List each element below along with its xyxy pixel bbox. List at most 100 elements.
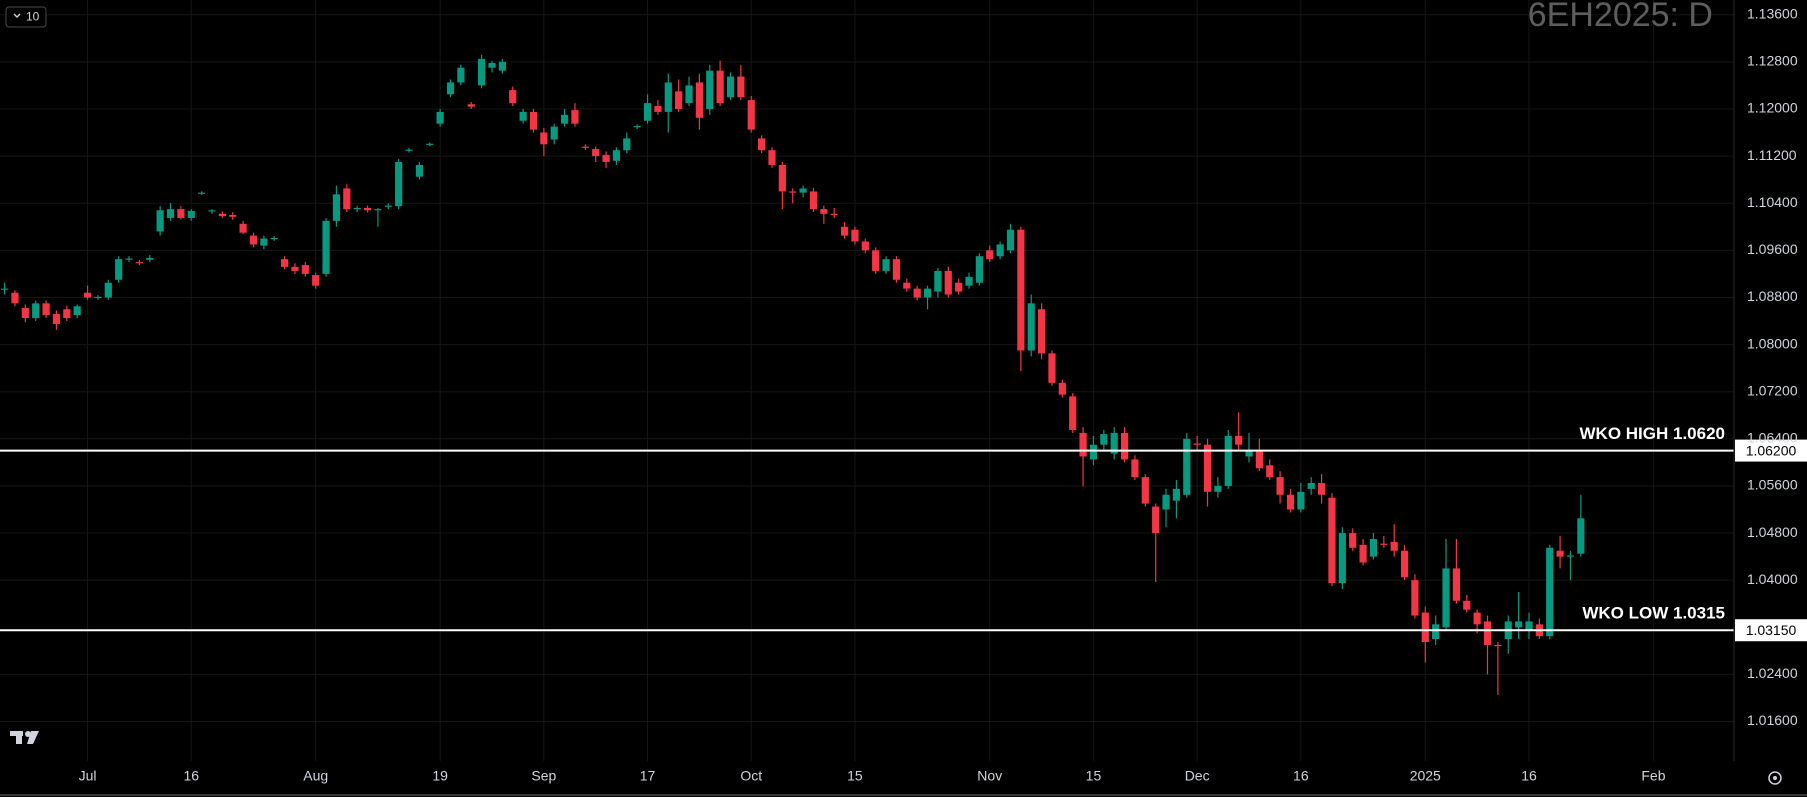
candle-body — [903, 282, 911, 289]
gear[interactable] — [1768, 771, 1782, 785]
candle-body — [706, 70, 714, 109]
candle-body — [332, 194, 341, 221]
candle-body — [643, 103, 652, 121]
candle-body — [312, 275, 320, 286]
candle-body — [1494, 644, 1502, 647]
y-tick-label: 1.06400 — [1747, 430, 1798, 446]
candle-body — [840, 226, 849, 236]
price-tag — [1735, 439, 1807, 462]
candle-body — [1141, 477, 1149, 504]
x-tick-label: Aug — [303, 768, 328, 784]
candle-body — [1566, 555, 1575, 557]
candle-body — [1328, 497, 1336, 584]
x-tick-label: 2025 — [1410, 768, 1441, 784]
candle-body — [820, 209, 828, 214]
badge-box[interactable] — [5, 6, 47, 28]
candle-body — [944, 270, 952, 295]
candle-body — [1349, 533, 1357, 548]
tradingview-logo[interactable] — [10, 731, 39, 744]
candle-body — [1193, 443, 1201, 445]
y-tick-label: 1.01600 — [1747, 712, 1798, 728]
x-tick-label: Sep — [531, 768, 556, 784]
candle-body — [166, 209, 175, 218]
candle-body — [778, 164, 786, 192]
x-tick-label: 19 — [432, 768, 448, 784]
candle-body — [1338, 533, 1346, 584]
x-tick-label: 16 — [183, 768, 199, 784]
candle-body — [747, 100, 755, 130]
candle-body — [1266, 465, 1274, 478]
candle-body — [1286, 494, 1295, 510]
candle-body — [73, 306, 81, 316]
y-tick-label: 1.10400 — [1747, 194, 1798, 210]
candle-body — [1079, 432, 1087, 457]
badge-label: 10 — [26, 10, 40, 24]
candle-body — [1463, 600, 1471, 610]
candle-body — [405, 149, 413, 151]
y-tick-label: 1.09600 — [1747, 241, 1798, 257]
grid — [0, 0, 1734, 761]
candle-body — [229, 214, 237, 217]
candle-body — [1131, 459, 1139, 478]
candle-body — [612, 150, 621, 161]
candle-body — [374, 209, 382, 211]
candle-body — [1203, 444, 1212, 492]
candle-body — [1245, 450, 1253, 457]
x-tick-label: 17 — [640, 768, 656, 784]
candle-body — [675, 91, 683, 109]
candle-body — [716, 70, 724, 104]
candle-body — [809, 191, 818, 210]
candle-body — [581, 146, 589, 148]
candle-body — [1255, 450, 1263, 469]
candle-body — [1411, 580, 1419, 616]
candle-body — [208, 210, 216, 212]
y-tick-label: 1.04800 — [1747, 524, 1798, 540]
candle-body — [1515, 621, 1523, 628]
x-tick-label: Dec — [1185, 768, 1210, 784]
candle-body — [146, 257, 154, 260]
candle-body — [1048, 353, 1056, 383]
candle-body — [1421, 612, 1429, 643]
price-tag-label: 1.06200 — [1746, 442, 1797, 458]
candle-body — [83, 292, 92, 298]
candle-body — [1058, 382, 1066, 395]
candle-body — [498, 61, 506, 71]
candle-body — [830, 213, 838, 216]
settings-icon[interactable] — [1768, 771, 1782, 785]
candle-body — [198, 192, 206, 194]
candle-body — [104, 282, 112, 298]
candle-body — [664, 82, 672, 112]
candle-body — [457, 67, 465, 83]
candle-body — [280, 259, 289, 267]
candle-body — [1546, 547, 1554, 637]
candle-body — [291, 266, 299, 271]
candle-body — [923, 288, 932, 298]
candle-body — [965, 276, 973, 286]
candle-body — [685, 85, 693, 104]
candle-body — [395, 161, 403, 207]
candle-body — [934, 270, 942, 292]
candle-body — [467, 104, 475, 107]
candle-body — [1556, 550, 1564, 557]
candle-body — [955, 282, 963, 292]
y-tick-label: 1.05600 — [1747, 477, 1798, 493]
y-tick-label: 1.12000 — [1747, 100, 1798, 116]
candle-body — [695, 82, 703, 118]
candle-body — [1307, 482, 1315, 489]
candle-body — [94, 296, 102, 299]
candle-body — [519, 111, 527, 121]
candle-body — [892, 259, 901, 280]
candle-body — [353, 207, 361, 210]
candle-body — [1380, 543, 1388, 545]
candle-body — [509, 90, 517, 104]
interval-badge[interactable]: 10 — [5, 6, 47, 28]
candle-body — [156, 210, 164, 232]
logo-part — [27, 731, 39, 744]
candle-body — [1224, 435, 1232, 486]
gear-center — [1773, 776, 1777, 780]
x-tick-label: 15 — [1086, 768, 1102, 784]
candle-body — [1317, 482, 1326, 495]
